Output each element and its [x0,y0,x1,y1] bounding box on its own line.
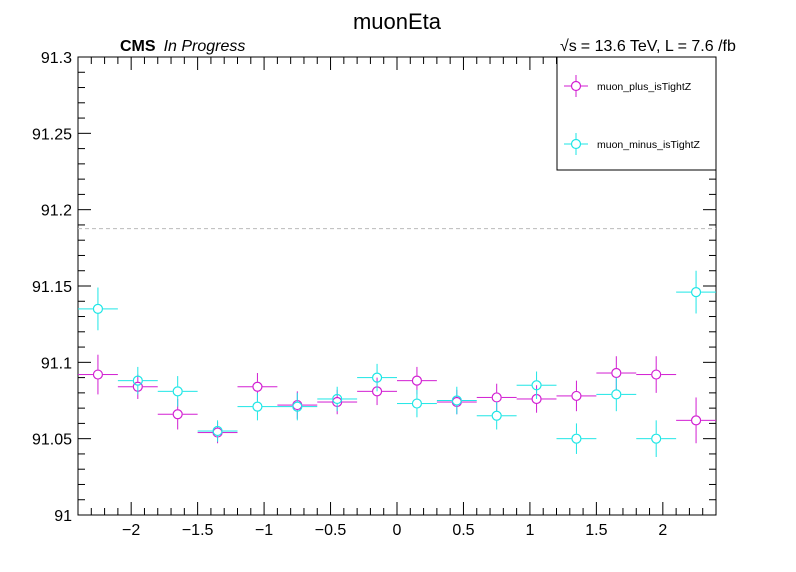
y-tick-label: 91.05 [32,432,72,449]
energy-lumi-label: √s = 13.6 TeV, L = 7.6 /fb [560,38,736,55]
legend-label: muon_plus_isTightZ [597,81,692,93]
x-tick-label: 1 [525,522,534,539]
data-marker [491,392,502,403]
data-point [277,392,318,421]
data-marker [491,410,502,421]
data-point [636,356,677,393]
data-point [397,389,437,418]
x-tick-label: 2 [658,522,667,539]
data-marker [651,433,662,444]
data-marker [252,381,263,392]
data-point [357,363,397,392]
data-point [556,380,597,412]
y-tick-label: 91 [54,508,72,525]
data-point [516,371,557,399]
data-marker [172,409,183,420]
data-marker [411,398,423,409]
x-tick-label: −1.5 [182,522,214,539]
x-tick-label: −2 [122,522,140,539]
data-point [397,366,437,395]
chart-title: muonEta [353,9,442,34]
data-point [237,392,278,421]
data-point [596,377,637,412]
data-point [636,420,677,457]
data-marker [92,369,104,380]
data-marker [571,433,582,444]
in-progress-label: In Progress [164,38,246,55]
data-point [476,383,517,412]
data-marker [371,372,383,383]
data-point [117,366,158,395]
x-tick-label: 0 [393,522,402,539]
energy-lumi-text: = 13.6 TeV, L = 7.6 /fb [581,38,736,55]
data-marker [292,401,303,412]
data-point [157,376,198,407]
data-marker [92,303,104,314]
x-tick-label: −1 [255,522,273,539]
legend-label: muon_minus_isTightZ [597,139,700,151]
y-tick-label: 91.15 [32,279,72,296]
y-tick-label: 91.25 [32,126,72,143]
data-point [476,402,517,430]
header-label-left: CMS In Progress [120,38,245,55]
data-point [78,354,118,395]
y-tick-label: 91.2 [41,203,72,220]
data-marker [571,390,582,402]
legend-item: muon_minus_isTightZ [564,133,700,155]
data-marker [172,386,183,397]
data-point [556,423,597,454]
y-tick-label: 91.3 [41,50,72,67]
cms-label: CMS [120,38,156,55]
data-marker [611,367,622,379]
y-tick-label: 91.1 [41,355,72,372]
series-muon_plus_isTightZ [78,354,716,444]
data-marker [451,395,462,406]
data-marker [690,415,702,426]
data-point [197,420,238,442]
data-point [357,377,397,406]
legend-marker [570,138,582,150]
data-marker [651,369,662,380]
data-point [78,287,118,331]
legend-marker [570,80,582,92]
legend: muon_plus_isTightZ muon_minus_isTightZ [556,56,717,171]
data-marker [531,380,542,391]
series-muon_minus_isTightZ [78,270,716,457]
sqrt-variable: s [569,38,577,55]
data-marker [212,425,223,437]
data-marker [332,393,343,405]
x-tick-label: −0.5 [315,522,347,539]
data-marker [611,389,622,400]
x-tick-label: 1.5 [585,522,607,539]
data-point [317,386,358,412]
data-point [676,270,716,314]
legend-box [556,56,717,171]
legend-item: muon_plus_isTightZ [564,75,692,97]
data-point [676,397,716,444]
data-marker [690,287,702,298]
data-marker [411,375,423,386]
data-marker [252,401,263,412]
x-tick-label: 0.5 [452,522,474,539]
data-point [436,386,477,415]
sqrt-symbol: √ [560,38,569,55]
data-marker [132,375,143,386]
